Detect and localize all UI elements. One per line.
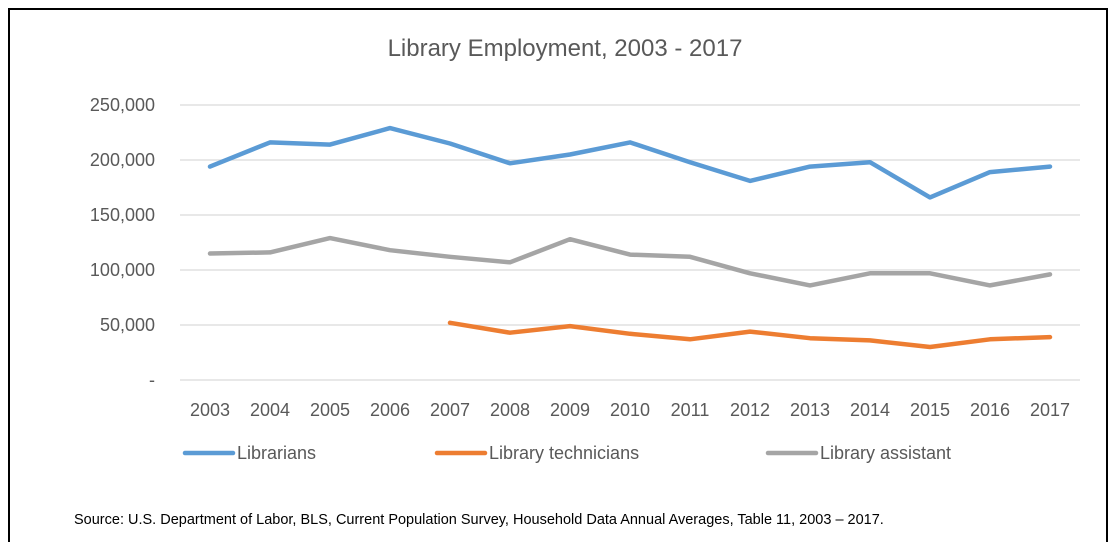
chart-title: Library Employment, 2003 - 2017 <box>388 35 743 62</box>
x-tick-label: 2017 <box>1030 400 1070 420</box>
x-tick-label: 2006 <box>370 400 410 420</box>
x-tick-label: 2014 <box>850 400 890 420</box>
y-tick-label: 100,000 <box>90 260 155 280</box>
series-lines <box>207 125 1053 350</box>
legend-label-1: Library technicians <box>489 443 639 463</box>
y-tick-label: 150,000 <box>90 205 155 225</box>
series-line-0 <box>207 125 1053 200</box>
legend-label-2: Library assistant <box>820 443 951 463</box>
series-line-1 <box>447 320 1053 350</box>
x-tick-label: 2013 <box>790 400 830 420</box>
gridlines <box>180 104 1080 381</box>
x-tick-label: 2004 <box>250 400 290 420</box>
x-tick-label: 2003 <box>190 400 230 420</box>
y-tick-label: 200,000 <box>90 150 155 170</box>
x-tick-label: 2012 <box>730 400 770 420</box>
y-tick-label: - <box>149 370 155 390</box>
y-tick-label: 50,000 <box>100 315 155 335</box>
x-tick-label: 2010 <box>610 400 650 420</box>
legend: Librarians Library technicians Library ass… <box>182 443 951 463</box>
source-note: Source: U.S. Department of Labor, BLS, C… <box>74 512 884 528</box>
x-axis-ticks: 2003 2004 2005 2006 2007 2008 2009 2010 2011 2012… <box>190 400 1070 420</box>
legend-label-0: Librarians <box>237 443 316 463</box>
x-tick-label: 2008 <box>490 400 530 420</box>
x-tick-label: 2016 <box>970 400 1010 420</box>
chart-frame <box>8 8 1108 542</box>
x-tick-label: 2009 <box>550 400 590 420</box>
series-line-2 <box>207 235 1053 288</box>
x-tick-label: 2011 <box>671 400 710 420</box>
x-tick-label: 2007 <box>430 400 470 420</box>
x-tick-label: 2015 <box>910 400 950 420</box>
y-axis-ticks: - 50,000 100,000 150,000 200,000 250,000 <box>90 95 155 390</box>
x-tick-label: 2005 <box>310 400 350 420</box>
y-tick-label: 250,000 <box>90 95 155 115</box>
